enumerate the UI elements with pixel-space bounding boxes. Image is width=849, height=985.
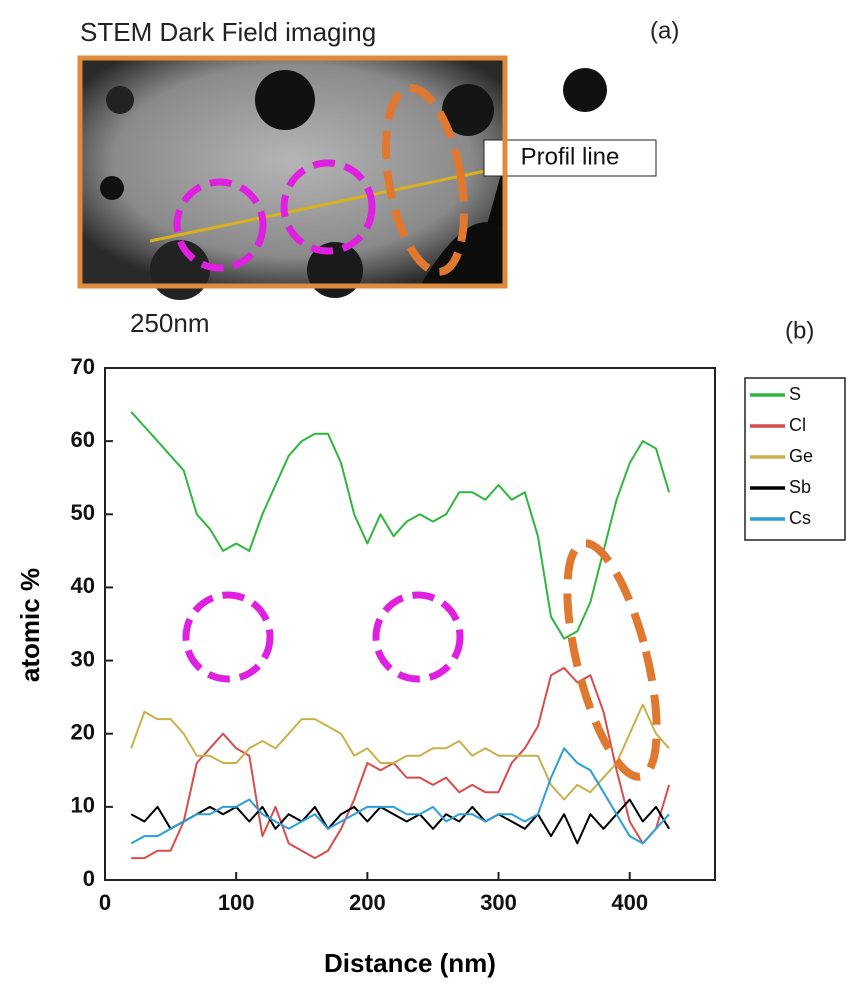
plot: 0 10 20 30 40 50 60 70 0 100 200 300 400 <box>71 354 671 915</box>
series-line <box>130 798 670 845</box>
legend-label: Ge <box>789 446 813 466</box>
y-tick-label: 60 <box>71 427 95 452</box>
legend-label: S <box>789 384 801 404</box>
legend-box <box>744 377 846 541</box>
y-tick-label: 0 <box>83 866 95 891</box>
y-tick-label: 30 <box>71 646 95 671</box>
y-tick-label: 70 <box>71 354 95 379</box>
panel-label: (b) <box>785 317 814 344</box>
x-tick-label: 300 <box>480 890 517 915</box>
axes-frame <box>104 367 716 881</box>
y-tick-label: 20 <box>71 720 95 745</box>
scale-bar-label: 250nm <box>130 308 210 338</box>
series-line <box>130 703 670 801</box>
y-tick-label: 10 <box>71 793 95 818</box>
y-tick-label: 40 <box>71 573 95 598</box>
y-axis-label: atomic % <box>15 568 45 682</box>
panel-title: STEM Dark Field imaging <box>80 17 376 47</box>
x-axis-label: Distance (nm) <box>324 948 496 978</box>
legend-label: Cs <box>789 508 811 528</box>
micrograph <box>77 55 657 300</box>
legend-label: Sb <box>789 477 811 497</box>
x-tick-label: 100 <box>218 890 255 915</box>
panel-label: (a) <box>650 17 679 44</box>
x-tick-label: 200 <box>349 890 386 915</box>
overlay-markers <box>182 539 661 781</box>
series-line <box>130 747 670 845</box>
series-line <box>130 411 671 640</box>
x-tick-label: 0 <box>99 890 111 915</box>
legend-label: Cl <box>789 415 806 435</box>
x-tick-label: 400 <box>611 890 648 915</box>
profile-label: Profil line <box>521 143 620 170</box>
y-tick-label: 50 <box>71 500 95 525</box>
